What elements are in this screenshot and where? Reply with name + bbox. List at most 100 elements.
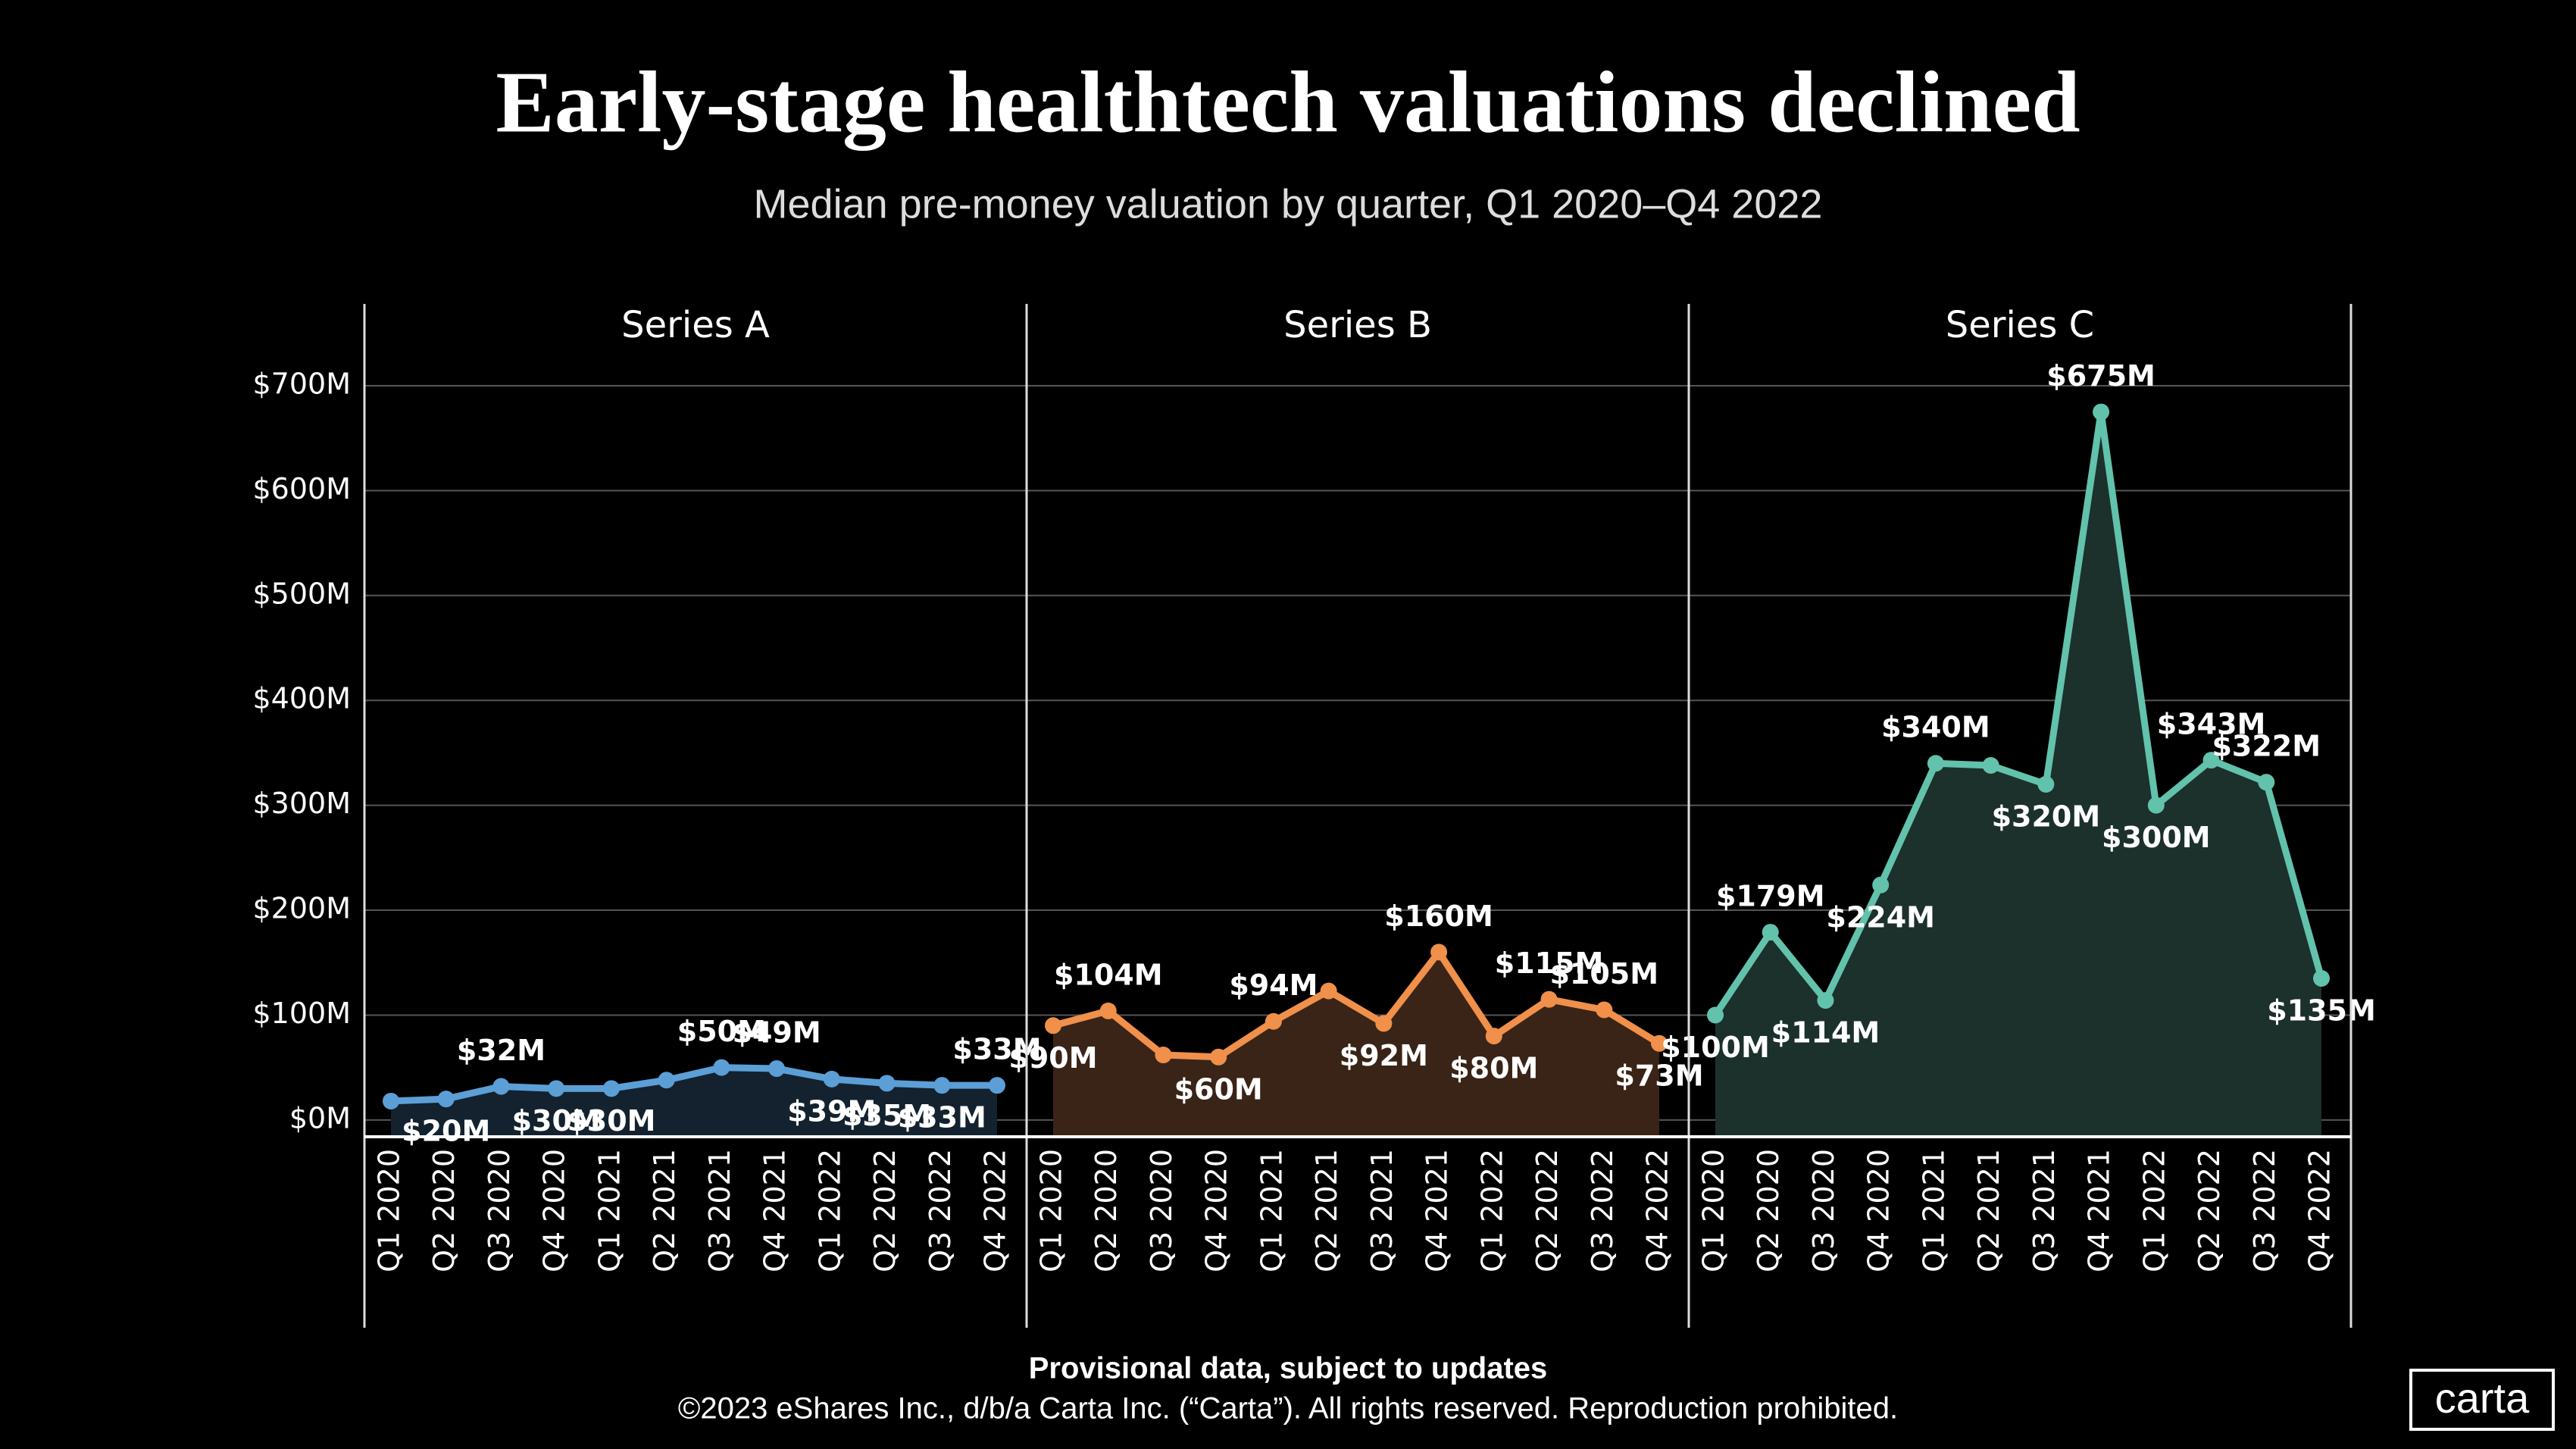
data-label: $20M	[402, 1115, 490, 1148]
point	[1320, 982, 1337, 1000]
data-label: $114M	[1771, 1016, 1880, 1050]
panel-title: Series A	[621, 304, 770, 346]
x-tick-label: Q1 2021	[592, 1149, 626, 1272]
x-tick-label: Q2 2022	[868, 1149, 902, 1272]
point	[1485, 1028, 1502, 1045]
x-tick-label: Q4 2022	[2303, 1149, 2337, 1272]
point	[2147, 796, 2165, 814]
y-tick-label: $200M	[253, 892, 352, 925]
point	[1375, 1015, 1393, 1032]
data-label: $33M	[898, 1101, 986, 1134]
y-tick-label: $600M	[253, 472, 352, 505]
line	[390, 1064, 997, 1105]
point	[1430, 944, 1448, 961]
data-label: $115M	[1495, 947, 1604, 980]
x-tick-label: Q3 2022	[2248, 1149, 2281, 1272]
point	[768, 1060, 786, 1078]
point	[383, 1092, 399, 1109]
data-label: $35M	[843, 1099, 931, 1132]
x-tick-label: Q4 2020	[1200, 1149, 1233, 1272]
plot: $0M $100M $200M $300M $400M $500M $600M $700M Se…	[253, 304, 2376, 1328]
data-label: $320M	[1992, 800, 2101, 833]
line	[1052, 948, 1662, 1061]
y-tick-label: $100M	[253, 997, 352, 1030]
data-label: $105M	[1549, 957, 1658, 991]
x-tick-label: Q2 2020	[427, 1149, 461, 1272]
data-label: $179M	[1716, 880, 1825, 913]
x-tick-label: Q1 2021	[1255, 1149, 1288, 1272]
x-tick-label: Q1 2022	[1475, 1149, 1508, 1272]
point	[1265, 1012, 1282, 1030]
x-tick-label: Q1 2022	[2137, 1149, 2171, 1272]
area	[1715, 412, 2321, 1137]
x-tick-label: Q1 2020	[1035, 1149, 1068, 1272]
x-tick-label: Q3 2021	[703, 1149, 736, 1272]
panel-title: Series C	[1946, 304, 2094, 346]
data-label: $343M	[2157, 708, 2266, 741]
point	[1596, 1001, 1613, 1019]
data-label: $39M	[787, 1094, 876, 1128]
x-tick-label: Q4 2022	[979, 1149, 1012, 1272]
point	[1210, 1048, 1227, 1066]
point	[1927, 755, 1944, 772]
x-tick-label: Q2 2022	[1530, 1149, 1564, 1272]
point	[1651, 1034, 1668, 1052]
x-tick-label: Q4 2021	[758, 1149, 792, 1272]
point	[1872, 876, 1890, 893]
point	[2202, 752, 2220, 769]
point	[602, 1080, 620, 1097]
point	[2313, 969, 2330, 987]
point	[2093, 403, 2110, 421]
x-tick-label: Q4 2020	[538, 1149, 571, 1272]
point	[1817, 992, 1834, 1009]
chart-title: Early-stage healthtech valuations declin…	[496, 55, 2080, 152]
data-label: $50M	[677, 1015, 766, 1048]
x-tick-label: Q2 2021	[648, 1149, 681, 1272]
point	[713, 1059, 730, 1076]
data-label: $340M	[1881, 711, 1990, 744]
point	[2258, 774, 2275, 791]
point	[823, 1070, 840, 1088]
footer-note: Provisional data, subject to updates	[1029, 1352, 1548, 1385]
y-tick-label: $300M	[253, 787, 352, 820]
x-tick-label: Q3 2022	[924, 1149, 957, 1272]
x-tick-label: Q4 2022	[1641, 1149, 1674, 1272]
x-tick-label: Q3 2021	[2027, 1149, 2061, 1272]
data-label: $94M	[1229, 969, 1318, 1002]
x-tick-label: Q2 2021	[1310, 1149, 1343, 1272]
data-label: $135M	[2267, 994, 2376, 1027]
data-label: $160M	[1384, 900, 1493, 933]
point	[2037, 775, 2055, 793]
y-tick-label: $400M	[253, 682, 352, 715]
point	[1982, 757, 1999, 775]
x-tick-label: Q2 2021	[1972, 1149, 2005, 1272]
logo-box	[2409, 1369, 2555, 1431]
point	[548, 1080, 565, 1097]
x-tick-label: Q3 2020	[1145, 1149, 1178, 1272]
point	[1707, 1006, 1724, 1024]
y-tick-label: $0M	[289, 1101, 351, 1134]
point	[878, 1075, 896, 1092]
x-tick-label: Q2 2020	[1089, 1149, 1123, 1272]
x-tick-label: Q4 2021	[1421, 1149, 1454, 1272]
x-tick-label: Q2 2020	[1752, 1149, 1785, 1272]
x-tick-label: Q1 2020	[373, 1149, 406, 1272]
data-label: $224M	[1826, 900, 1935, 934]
x-tick-label: Q3 2022	[1586, 1149, 1619, 1272]
x-tick-label: Q1 2022	[813, 1149, 846, 1272]
data-label: $104M	[1054, 958, 1163, 991]
copyright: ©2023 eShares Inc., d/b/a Carta Inc. (“C…	[678, 1392, 1898, 1426]
point	[1540, 991, 1558, 1008]
data-label: $300M	[2102, 821, 2211, 854]
x-tick-label: Q4 2020	[1862, 1149, 1896, 1272]
point	[933, 1077, 951, 1094]
data-label: $60M	[1174, 1072, 1263, 1106]
x-tick-label: Q1 2020	[1697, 1149, 1730, 1272]
data-label: $322M	[2212, 730, 2321, 763]
chart-subtitle: Median pre-money valuation by quarter, Q…	[754, 181, 1823, 227]
y-tick-label: $700M	[253, 367, 352, 400]
y-tick-label: $500M	[253, 577, 352, 610]
line	[1712, 408, 2325, 1017]
x-tick-label: Q3 2020	[1807, 1149, 1840, 1272]
data-label: $32M	[457, 1034, 546, 1067]
